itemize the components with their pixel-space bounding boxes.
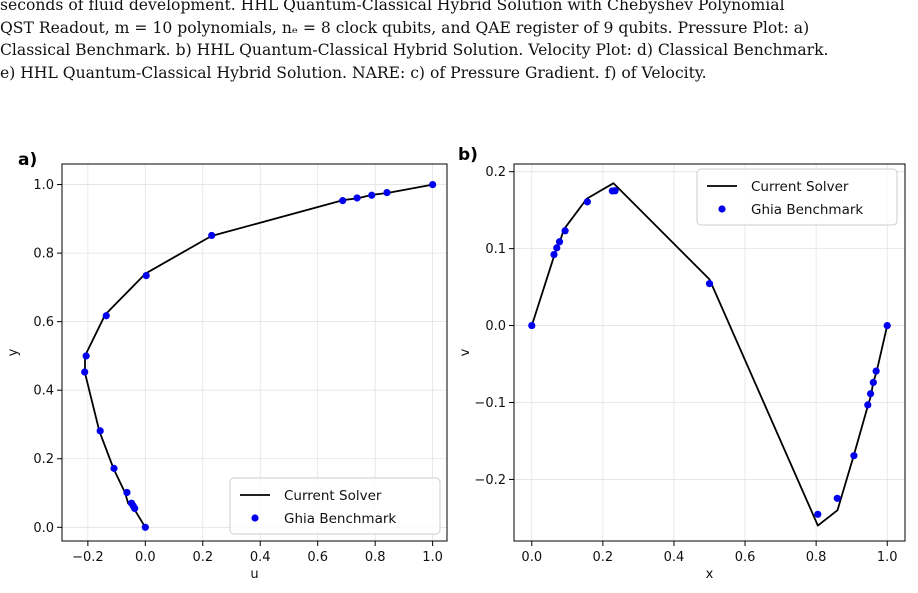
x-axis-label: u — [250, 567, 258, 582]
plot-frame — [513, 163, 906, 542]
y-tick-label: 1.0 — [33, 178, 54, 193]
data-point-ghia — [528, 321, 536, 330]
y-tick-label: 0.6 — [33, 315, 54, 330]
x-tick-label: 0.6 — [307, 550, 328, 565]
data-point-ghia — [869, 378, 877, 387]
legend-box — [696, 168, 898, 226]
plot-frame — [61, 163, 448, 542]
data-point-ghia — [550, 250, 558, 259]
data-point-ghia — [833, 494, 841, 502]
data-point-ghia — [864, 401, 872, 409]
y-axis-label: v — [458, 348, 473, 356]
chart-b-svg: 0.0 0.2 0.4 0.6 0.8 1.0 −0.2 −0.1 0.0 0.1 0.2 x v b) C… — [458, 145, 906, 582]
y-tick-label: 0.1 — [485, 242, 506, 257]
x-tick-label: 0.8 — [806, 550, 827, 565]
y-tick-label: 0.8 — [33, 247, 54, 262]
data-point-ghia — [81, 368, 89, 376]
x-tick-label: 0.0 — [521, 550, 542, 565]
caption-line: seconds of fluid development. HHL Quantu… — [0, 0, 785, 14]
data-point-ghia — [555, 238, 564, 246]
data-point-ghia — [123, 488, 131, 497]
data-point-ghia — [102, 312, 110, 320]
caption-line: QST Readout, m = 10 polynomials, nₑ = 8 … — [0, 18, 810, 37]
series-line-current-solver — [84, 183, 433, 528]
legend-point-swatch — [251, 514, 259, 522]
y-tick-label: 0.2 — [485, 165, 506, 180]
data-point-ghia — [208, 231, 216, 240]
y-tick-label: 0.4 — [33, 384, 54, 399]
data-point-ghia — [429, 180, 437, 189]
x-tick-label: 0.4 — [250, 550, 271, 565]
x-tick-label: −0.2 — [72, 550, 104, 565]
data-point-ghia — [339, 197, 347, 205]
series-line-current-solver — [530, 182, 889, 527]
y-tick-label: 0.2 — [33, 452, 54, 467]
v-velocity-plot: 0.0 0.2 0.4 0.6 0.8 1.0 −0.2 −0.1 0.0 0.1 0.2 x v b) C… — [452, 145, 918, 593]
data-point-ghia — [872, 367, 880, 375]
x-tick-label: 0.2 — [192, 550, 213, 565]
chart-a-svg: −0.2 0.0 0.2 0.4 0.6 0.8 1.0 0.0 0.2 0.4 0.6 0.8 1.0… — [6, 150, 448, 582]
legend-box — [229, 477, 441, 535]
x-tick-label: 0.2 — [593, 550, 614, 565]
data-point-ghia — [353, 194, 361, 202]
x-tick-label: 1.0 — [422, 550, 443, 565]
data-point-ghia — [553, 244, 561, 252]
x-tick-label: 0.4 — [664, 550, 685, 565]
panel-label: a) — [18, 150, 37, 170]
legend-point-swatch — [718, 205, 726, 213]
x-tick-label: 0.0 — [135, 550, 156, 565]
x-axis-label: x — [706, 567, 714, 582]
x-tick-label: 0.8 — [365, 550, 386, 565]
data-point-ghia — [96, 427, 104, 435]
legend-entry: Current Solver — [751, 179, 849, 195]
u-velocity-plot: −0.2 0.0 0.2 0.4 0.6 0.8 1.0 0.0 0.2 0.4 0.6 0.8 1.0… — [0, 145, 460, 593]
y-axis-label: y — [6, 348, 21, 356]
data-point-ghia — [883, 321, 891, 330]
y-tick-label: −0.2 — [474, 473, 506, 488]
legend-entry: Ghia Benchmark — [284, 511, 396, 527]
y-tick-label: −0.1 — [474, 396, 506, 411]
data-point-ghia — [383, 188, 391, 197]
data-point-ghia — [583, 198, 591, 206]
x-tick-label: 0.6 — [735, 550, 756, 565]
y-tick-label: 0.0 — [485, 319, 506, 334]
data-point-ghia — [611, 187, 619, 195]
data-point-ghia — [705, 280, 714, 288]
data-point-ghia — [561, 227, 569, 235]
panel-label: b) — [458, 145, 478, 165]
x-tick-label: 1.0 — [877, 550, 898, 565]
data-point-ghia — [142, 271, 150, 280]
legend-entry: Ghia Benchmark — [751, 202, 863, 218]
data-point-ghia — [127, 499, 136, 507]
data-point-ghia — [368, 191, 376, 199]
caption-line: e) HHL Quantum-Classical Hybrid Solution… — [0, 63, 707, 82]
legend-entry: Current Solver — [284, 488, 382, 504]
data-point-ghia — [82, 352, 90, 360]
caption-line: Classical Benchmark. b) HHL Quantum-Clas… — [0, 41, 829, 59]
data-point-ghia — [850, 452, 858, 460]
figure-caption: seconds of fluid development. HHL Quantu… — [0, 0, 912, 84]
y-tick-label: 0.0 — [33, 521, 54, 536]
data-point-ghia — [110, 464, 118, 472]
data-point-ghia — [866, 390, 875, 398]
data-point-ghia — [141, 523, 149, 531]
data-point-ghia — [814, 510, 822, 518]
